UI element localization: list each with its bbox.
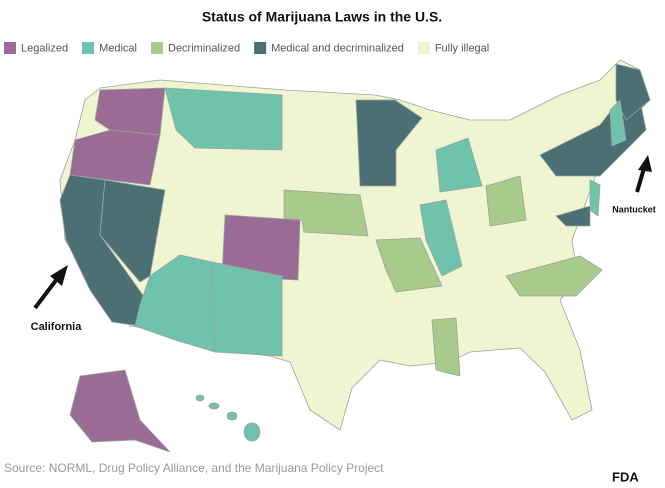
legend-label: Legalized: [21, 42, 68, 54]
legend-label: Fully illegal: [435, 42, 489, 54]
legend-label: Medical: [99, 42, 137, 54]
annotation-label: California: [31, 321, 83, 333]
state-me: [615, 63, 651, 121]
legend-label: Medical and decriminalized: [271, 42, 404, 54]
state-ne: [283, 189, 369, 237]
legend-swatch: [4, 42, 16, 54]
state-mo: [375, 237, 443, 293]
state-nm: [211, 261, 283, 357]
credit: FDA: [612, 469, 639, 484]
state-nv: [99, 179, 166, 283]
legend-swatch: [417, 42, 430, 54]
legend-swatch: [254, 42, 267, 54]
state-ak: [69, 369, 171, 453]
legend: Legalized Medical Decriminalized Medical an…: [4, 42, 489, 54]
state-nj: [589, 179, 601, 217]
state-nc: [505, 255, 603, 297]
state-il: [419, 199, 463, 277]
arrow-head: [50, 265, 68, 286]
annotation-label: Nantucket: [612, 204, 656, 214]
title: Status of Marijuana Laws in the U.S.: [202, 9, 442, 25]
state-az: [134, 254, 216, 353]
state-or: [69, 129, 161, 186]
legend-swatch: [151, 42, 163, 54]
source: Source: NORML, Drug Policy Alliance, and…: [4, 461, 384, 475]
annotations: California Nantucket: [31, 155, 656, 333]
state-mn: [355, 99, 423, 187]
state-mi: [435, 137, 483, 193]
state-mt: [164, 87, 283, 151]
legend-label: Decriminalized: [168, 42, 240, 54]
states: [59, 59, 651, 453]
state-hi: [195, 394, 261, 442]
state-md: [555, 205, 591, 227]
arrow-head: [638, 155, 652, 172]
legend-swatch: [82, 42, 95, 54]
state-co: [221, 214, 301, 281]
state-oh: [485, 175, 527, 227]
state-nh: [609, 99, 627, 147]
state-ms: [431, 317, 461, 377]
